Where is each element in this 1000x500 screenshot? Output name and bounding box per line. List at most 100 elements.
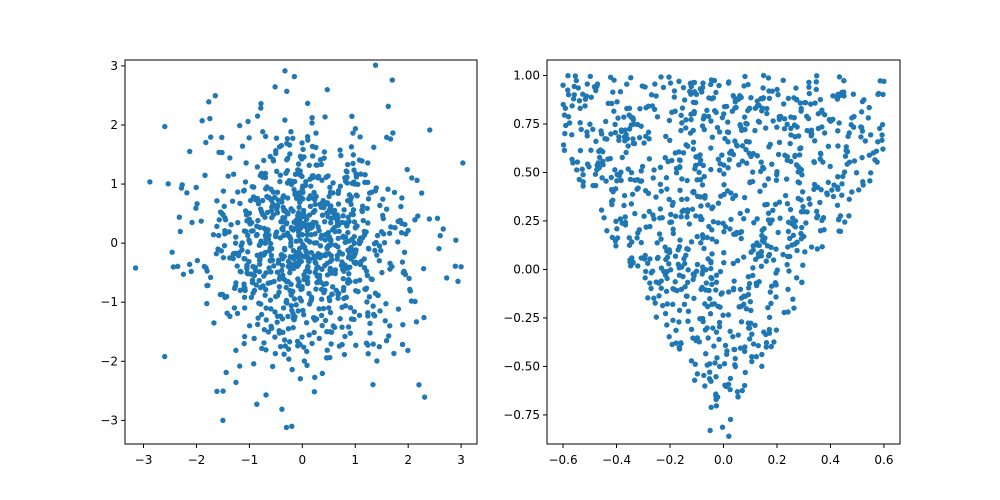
scatter-point [770, 118, 776, 124]
scatter-point [322, 317, 329, 324]
scatter-point [245, 271, 251, 277]
scatter-point [800, 262, 806, 268]
scatter-point [662, 244, 668, 250]
scatter-point [322, 237, 328, 243]
scatter-point [319, 266, 325, 272]
y-tick-label: −3 [100, 413, 118, 427]
scatter-point [652, 81, 658, 87]
scatter-point [283, 170, 289, 176]
scatter-point [387, 266, 393, 272]
scatter-point [880, 91, 886, 98]
scatter-point [723, 103, 730, 110]
scatter-point [764, 105, 770, 112]
scatter-point [330, 323, 337, 329]
scatter-point [663, 133, 669, 140]
scatter-point [576, 176, 582, 183]
scatter-point [881, 78, 887, 85]
scatter-point [214, 223, 220, 230]
scatter-point [775, 151, 782, 158]
scatter-point [762, 202, 768, 208]
scatter-point [214, 388, 220, 394]
scatter-point [713, 109, 719, 116]
scatter-point [571, 92, 577, 98]
scatter-point [375, 292, 381, 299]
scatter-point [691, 89, 698, 95]
scatter-point [236, 122, 243, 129]
scatter-point [773, 327, 780, 333]
scatter-point [215, 246, 221, 252]
scatter-point [254, 401, 260, 407]
scatter-point [708, 258, 714, 265]
scatter-point [763, 258, 769, 264]
scatter-point [316, 275, 323, 282]
y-tick-label: −0.75 [503, 408, 540, 422]
scatter-point [670, 317, 676, 323]
scatter-point [287, 254, 293, 260]
scatter-point [560, 142, 567, 148]
scatter-point [584, 161, 591, 167]
scatter-point [627, 257, 633, 263]
scatter-point [746, 105, 753, 112]
scatter-point [621, 114, 627, 120]
scatter-point [634, 121, 641, 128]
scatter-point [666, 74, 672, 80]
scatter-point [265, 236, 272, 243]
scatter-point [643, 268, 649, 275]
scatter-point [629, 191, 636, 197]
scatter-point [721, 191, 727, 198]
scatter-point [294, 260, 300, 266]
scatter-point [353, 174, 360, 180]
x-tick-label: 3 [457, 453, 465, 467]
scatter-point [667, 267, 674, 273]
scatter-point [337, 183, 344, 189]
scatter-point [785, 219, 792, 225]
scatter-point [759, 237, 766, 244]
scatter-point [614, 235, 621, 241]
scatter-point [755, 251, 762, 257]
scatter-point [800, 203, 806, 210]
scatter-point [366, 294, 373, 300]
scatter-point [610, 89, 616, 95]
scatter-point [750, 243, 756, 249]
scatter-point [301, 154, 307, 160]
scatter-point [426, 216, 433, 222]
scatter-point [251, 335, 257, 342]
scatter-point [879, 132, 885, 138]
scatter-point [710, 204, 716, 210]
scatter-point [651, 106, 658, 112]
scatter-point [252, 267, 259, 274]
scatter-point [685, 308, 692, 315]
scatter-point [364, 299, 370, 305]
scatter-point [321, 218, 328, 225]
scatter-point [690, 99, 697, 105]
scatter-point [865, 115, 872, 121]
scatter-point [213, 251, 220, 257]
scatter-point [664, 322, 670, 328]
scatter-point [604, 228, 610, 234]
scatter-point [735, 332, 741, 338]
scatter-point [337, 147, 343, 153]
scatter-point [763, 331, 769, 338]
scatter-point [817, 96, 824, 103]
y-tick-label: 0 [110, 236, 118, 250]
scatter-point [279, 267, 285, 274]
scatter-point [721, 361, 728, 367]
scatter-point [799, 279, 805, 285]
scatter-point [607, 155, 613, 162]
scatter-point [292, 314, 298, 320]
scatter-point [570, 160, 576, 166]
scatter-point [398, 203, 404, 210]
scatter-point [641, 140, 647, 146]
scatter-point [193, 184, 199, 191]
scatter-point [239, 240, 245, 246]
scatter-point [284, 180, 291, 186]
scatter-point [745, 274, 752, 280]
scatter-point [262, 186, 269, 192]
scatter-point [725, 129, 732, 135]
scatter-point [844, 161, 850, 167]
scatter-point [777, 215, 783, 221]
scatter-point [297, 212, 303, 219]
scatter-point [297, 237, 303, 244]
scatter-point [690, 139, 697, 145]
